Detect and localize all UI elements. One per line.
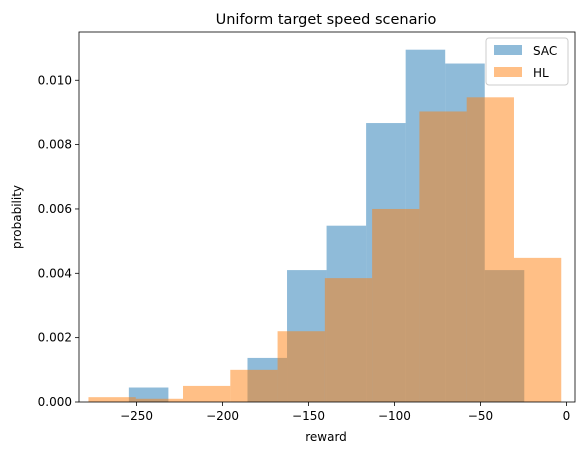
bar-hl-1 bbox=[135, 398, 184, 402]
x-axis-ticks: −250 −200 −150 −100 −50 0 bbox=[120, 402, 570, 423]
chart-title: Uniform target speed scenario bbox=[216, 12, 437, 28]
bar-hl-4 bbox=[277, 331, 325, 402]
y-tick-label: 0.002 bbox=[38, 331, 72, 345]
x-tick-label: −150 bbox=[292, 409, 325, 423]
y-tick-label: 0.010 bbox=[38, 73, 72, 87]
y-axis-label: probability bbox=[10, 185, 24, 249]
x-tick-label: −200 bbox=[206, 409, 239, 423]
bar-sac-0 bbox=[128, 387, 169, 402]
bar-hl-7 bbox=[419, 111, 467, 402]
y-tick-label: 0.008 bbox=[38, 138, 72, 152]
x-tick-label: −50 bbox=[468, 409, 493, 423]
bar-hl-0 bbox=[88, 397, 136, 402]
legend: SAC HL bbox=[485, 37, 569, 86]
bar-hl-3 bbox=[230, 369, 278, 402]
plot-frame bbox=[78, 31, 576, 403]
x-tick-label: −100 bbox=[378, 409, 411, 423]
legend-swatch-hl bbox=[494, 67, 522, 77]
legend-label-sac: SAC bbox=[533, 44, 557, 58]
histogram-bars bbox=[88, 49, 562, 403]
bar-hl-2 bbox=[183, 385, 231, 402]
bar-hl-5 bbox=[324, 278, 373, 402]
y-tick-label: 0.004 bbox=[38, 266, 72, 280]
y-tick-label: 0.000 bbox=[38, 395, 72, 409]
y-tick-label: 0.006 bbox=[38, 202, 72, 216]
x-axis-label: reward bbox=[305, 430, 347, 444]
bar-hl-9 bbox=[513, 257, 562, 402]
legend-swatch-sac bbox=[494, 45, 522, 55]
bar-hl-8 bbox=[466, 97, 514, 402]
bar-hl-6 bbox=[372, 208, 420, 402]
legend-label-hl: HL bbox=[533, 66, 549, 80]
y-axis-ticks: 0.000 0.002 0.004 0.006 0.008 0.010 bbox=[38, 73, 79, 409]
x-tick-label: 0 bbox=[563, 409, 571, 423]
x-tick-label: −250 bbox=[120, 409, 153, 423]
